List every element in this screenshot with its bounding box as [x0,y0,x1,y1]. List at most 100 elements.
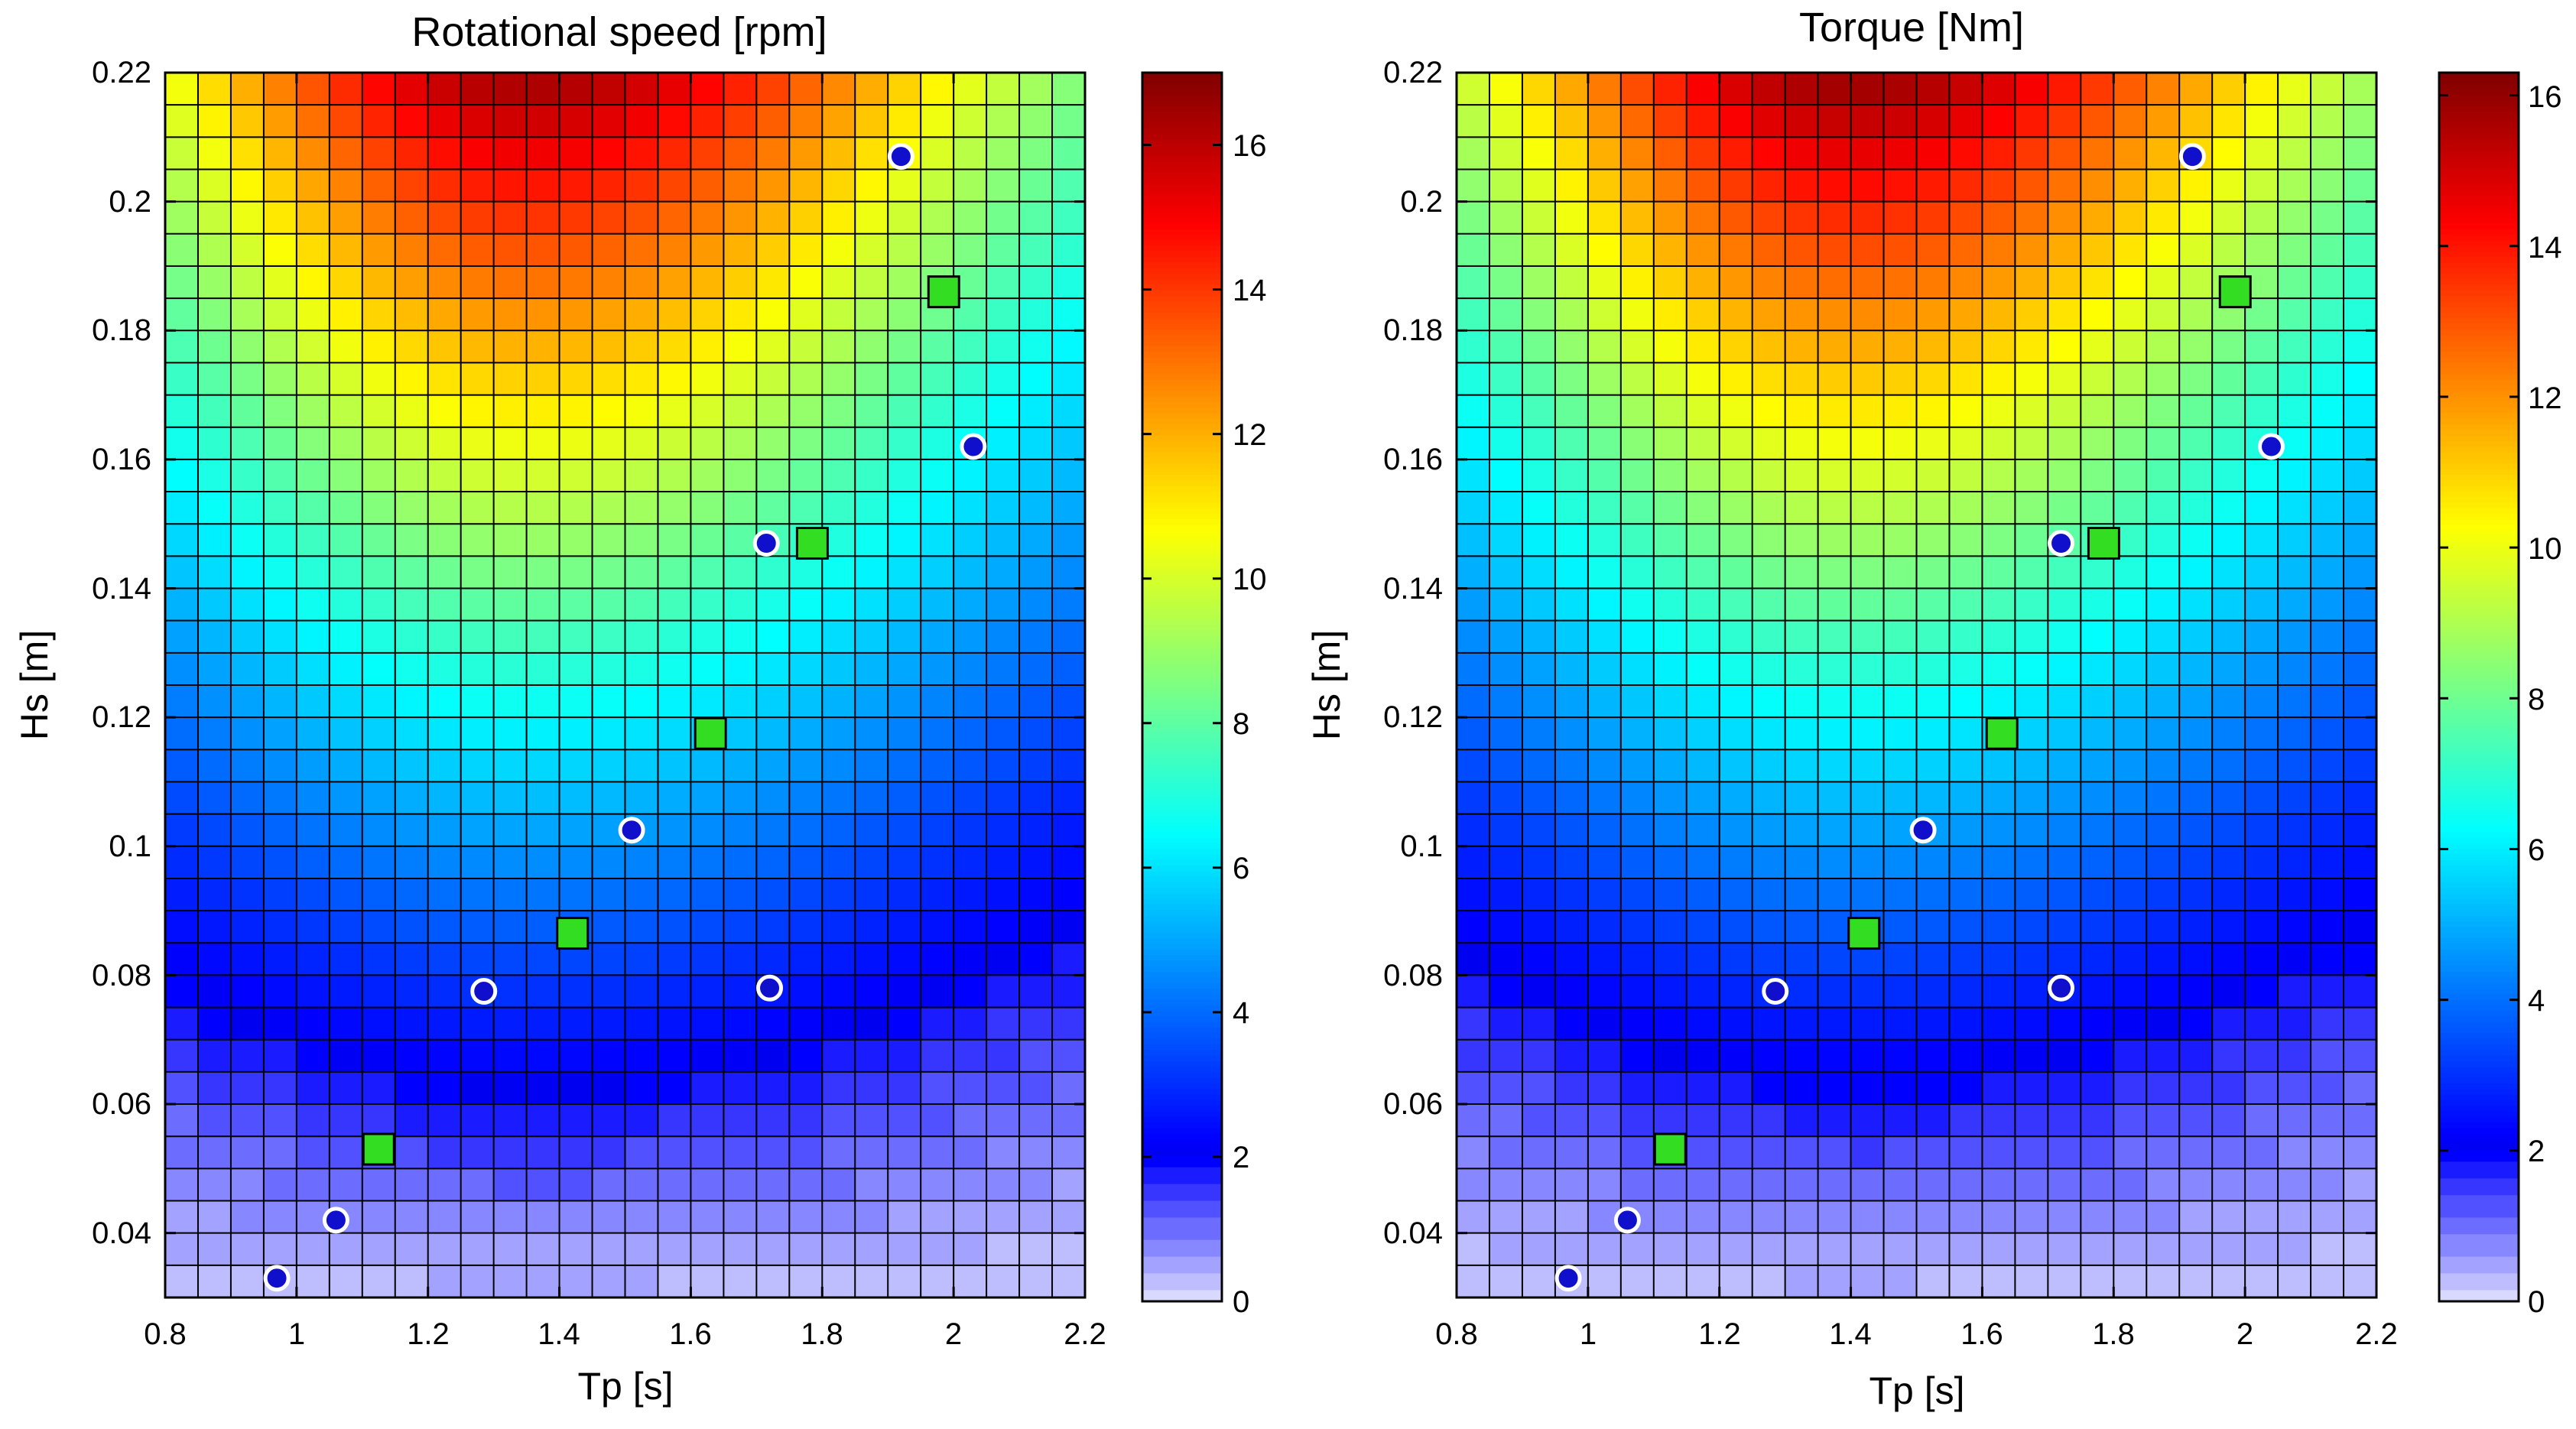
colorbar-band [1142,1050,1222,1057]
heatmap-cell [888,1071,921,1105]
heatmap-cell [263,459,297,492]
heatmap-cell [1686,1071,1720,1105]
heatmap-cell [165,330,199,364]
heatmap-cell [2113,749,2147,783]
heatmap-cell [2344,685,2377,718]
heatmap-cell [1019,73,1053,106]
heatmap-cell [2179,1039,2213,1073]
heatmap-cell [1554,588,1589,622]
colorbar-band [2439,1156,2519,1163]
heatmap-cell [329,749,363,783]
heatmap-cell [1620,749,1655,783]
heatmap-cell [1916,330,1951,364]
heatmap-cell [2344,1071,2377,1105]
colorbar-band [1142,960,1222,967]
heatmap-cell [2278,781,2311,815]
heatmap-cell [2179,556,2213,589]
heatmap-cell [789,330,823,364]
colorbar-band [1142,374,1222,381]
heatmap-cell [526,1104,560,1137]
colorbar-band [2439,173,2519,180]
heatmap-cell [526,1233,560,1266]
heatmap-cell [1916,1265,1951,1298]
heatmap-cell [197,652,232,686]
heatmap-cell [592,846,626,879]
heatmap-cell [2278,878,2311,911]
x-tick-label: 1.6 [669,1317,712,1351]
colorbar-band [1142,441,1222,448]
heatmap-cell [362,265,396,299]
heatmap-cell [559,492,593,525]
heatmap-cell [1554,169,1589,203]
heatmap-cell [1752,105,1786,138]
heatmap-cell [690,330,724,364]
heatmap-cell [1785,781,1819,815]
heatmap-cell [2212,330,2246,364]
heatmap-cell [1457,73,1490,106]
heatmap-cell [690,588,724,622]
heatmap-cell [1949,685,1983,718]
heatmap-cell [427,524,462,557]
heatmap-cell [329,1104,363,1137]
colorbar-band [2439,1262,2519,1268]
heatmap-cell [1587,749,1622,783]
heatmap-cell [362,943,396,976]
heatmap-cell [296,814,330,847]
heatmap-cell [592,943,626,976]
colorbar-band [2439,994,2519,1001]
heatmap-cell [1949,492,1983,525]
heatmap-cell [953,1136,987,1169]
heatmap-cell [822,878,856,911]
y-tick-label: 0.18 [1383,313,1443,347]
heatmap-cell [1817,427,1852,460]
heatmap-cell [1587,1233,1622,1266]
heatmap-cell [427,137,462,171]
heatmap-cell [2179,588,2213,622]
colorbar-band [2439,1094,2519,1101]
colorbar-band [2439,1212,2519,1219]
heatmap-cell [2048,814,2081,847]
heatmap-cell [2179,1168,2213,1202]
colorbar-band [2439,268,2519,274]
colorbar-band [1142,709,1222,716]
colorbar-band [2439,793,2519,800]
heatmap-cell [1019,975,1053,1008]
heatmap-cell [2212,1168,2246,1202]
heatmap-cell [493,169,528,203]
colorbar-band [2439,1021,2519,1028]
heatmap-cell [658,137,692,171]
heatmap-cell [1686,717,1720,750]
heatmap-cell [1653,459,1688,492]
heatmap-cell [1949,427,1983,460]
colorbar-ticks [2439,94,2519,1303]
colorbar-band [2439,625,2519,632]
colorbar-band [2439,117,2519,124]
heatmap-cell [2015,878,2048,911]
heatmap-cell [1686,1265,1720,1298]
heatmap-cell [986,588,1020,622]
heatmap-cell [921,492,954,525]
heatmap-cell [2113,556,2147,589]
heatmap-cell [362,781,396,815]
heatmap-cell [1916,524,1951,557]
heatmap-cell [756,556,790,589]
heatmap-cell [165,201,199,235]
colorbar-band [1142,469,1222,476]
heatmap-cell [1457,717,1490,750]
heatmap-cell [1752,427,1786,460]
colorbar-band [1142,927,1222,934]
heatmap-cell [230,846,265,879]
heatmap-cell [2311,1168,2344,1202]
heatmap-cell [559,201,593,235]
heatmap-cell [1554,265,1589,299]
heatmap-cell [1949,137,1983,171]
heatmap-cell [1719,73,1753,106]
heatmap-cell [1019,911,1053,943]
heatmap-cell [625,556,659,589]
heatmap-cell [1457,620,1490,654]
heatmap-cell [1522,169,1556,203]
heatmap-cell [2081,1265,2114,1298]
heatmap-cell [2048,1200,2081,1234]
heatmap-cell [1653,169,1688,203]
colorbar-band [2439,1206,2519,1213]
